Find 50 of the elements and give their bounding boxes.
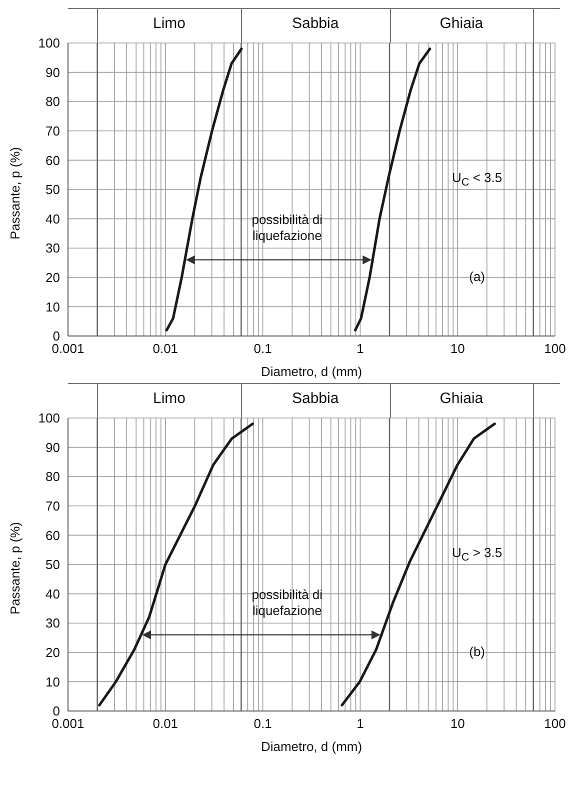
y-tick-label: 80 (46, 94, 60, 110)
y-tick-label: 30 (46, 616, 60, 631)
text: Sabbia (290, 14, 340, 34)
annotation: U$_{C}$ < 3.5 (451, 170, 504, 190)
y-tick-label: 60 (46, 152, 60, 168)
x-tick-label: 100 (544, 716, 566, 732)
y-tick-label: 20 (46, 270, 60, 286)
text: Sabbia (290, 388, 340, 408)
x-tick-label: 10 (450, 341, 465, 356)
y-tick-label: 0 (52, 704, 60, 719)
text: Limo (152, 14, 186, 34)
y-tick-label: 0 (52, 328, 60, 344)
y-tick-label: 30 (46, 240, 60, 256)
annotation: U$_{C}$ > 3.5 (451, 544, 504, 566)
annotation: (a) (468, 269, 486, 286)
y-tick-label: 100 (38, 36, 60, 51)
y-tick-label: 90 (46, 440, 60, 455)
x-axis-title: Diametro, d (mm) (260, 364, 362, 379)
text: Ghiaia (438, 14, 484, 34)
y-tick-label: 50 (46, 182, 60, 198)
x-tick-label: 1 (356, 341, 364, 356)
y-tick-label: 50 (46, 557, 60, 572)
x-tick-label: 10 (450, 716, 465, 732)
y-tick-label: 10 (46, 674, 60, 690)
x-tick-label: 0.1 (254, 716, 272, 732)
y-tick-label: 20 (46, 645, 60, 660)
y-axis-title: Passante, p (%) (8, 147, 23, 240)
y-tick-label: 10 (46, 299, 60, 314)
y-tick-label: 70 (46, 498, 60, 514)
x-tick-label: 1 (356, 716, 364, 732)
annotation: possibilità di liquefazione (250, 586, 324, 619)
x-tick-label: 0.001 (52, 341, 84, 356)
y-tick-label: 40 (46, 586, 60, 602)
y-tick-label: 70 (46, 124, 60, 139)
text: Limo (152, 388, 186, 408)
x-tick-label: 0.01 (152, 716, 178, 732)
x-tick-label: 100 (544, 341, 566, 356)
y-axis-title: Passante, p (%) (8, 522, 23, 614)
x-tick-label: 0.001 (52, 716, 84, 732)
y-tick-label: 60 (46, 528, 60, 543)
y-tick-label: 40 (46, 211, 60, 226)
y-tick-label: 80 (46, 469, 60, 484)
x-tick-label: 0.01 (152, 341, 178, 356)
y-tick-label: 90 (46, 64, 60, 80)
x-axis-title: Diametro, d (mm) (260, 739, 362, 754)
y-tick-label: 100 (38, 410, 60, 426)
annotation: possibilità di liquefazione (250, 212, 324, 244)
text: Ghiaia (438, 388, 484, 408)
x-tick-label: 0.1 (254, 341, 272, 356)
annotation: (b) (468, 644, 486, 660)
